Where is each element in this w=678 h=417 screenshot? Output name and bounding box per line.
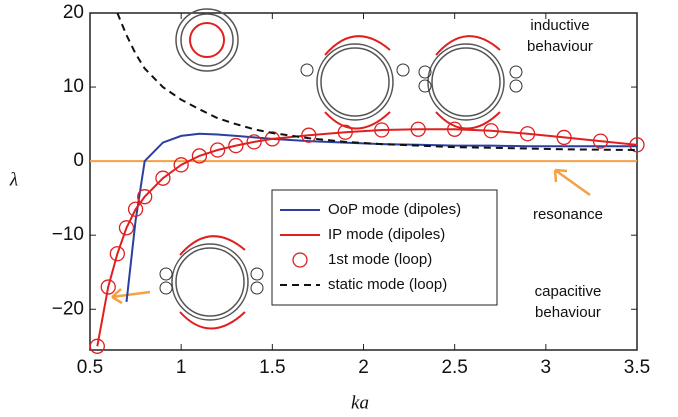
x-tick-label: 3 [541, 357, 552, 378]
ring [175, 8, 239, 72]
data-point [301, 127, 317, 143]
y-tick-label: −10 [52, 224, 84, 245]
current-arrow [189, 22, 225, 58]
current-arrow [324, 111, 391, 130]
y-tick-label: −20 [52, 298, 84, 319]
legend-label: OoP mode (dipoles) [328, 201, 461, 218]
charge-icon [250, 281, 264, 295]
data-point [410, 121, 426, 137]
data-point [137, 189, 153, 205]
ring [316, 43, 394, 121]
ring-illustrations [111, 8, 591, 330]
x-tick-label: 0.5 [77, 357, 103, 378]
data-point [118, 220, 135, 236]
data-point [629, 137, 645, 153]
current-arrow [179, 311, 246, 330]
annotation: capacitive [535, 283, 602, 300]
data-point [374, 122, 390, 138]
charge-icon [509, 79, 523, 93]
x-tick-label: 2.5 [441, 357, 467, 378]
annotation: behaviour [527, 38, 593, 55]
charge-icon [418, 65, 432, 79]
charge-icon [159, 267, 173, 281]
ring [320, 47, 390, 117]
annotation: behaviour [535, 304, 601, 321]
data-point [191, 148, 208, 164]
x-axis-label: ka [351, 392, 369, 413]
legend-label: IP mode (dipoles) [328, 226, 445, 243]
pointer-arrow [111, 288, 151, 305]
data-point [483, 123, 499, 139]
data-point [592, 133, 609, 149]
charge-icon [418, 79, 432, 93]
data-point [89, 338, 105, 354]
charge-icon [300, 63, 314, 77]
data-point [337, 124, 353, 140]
data-point [264, 131, 280, 147]
y-tick-label: 0 [73, 150, 84, 171]
data-point [209, 142, 226, 158]
annotation: resonance [533, 206, 603, 223]
data-point [127, 201, 144, 217]
current-arrow [179, 235, 246, 256]
data-point [447, 121, 463, 137]
ring [171, 243, 249, 321]
ring [431, 47, 501, 117]
current-arrow [435, 111, 501, 130]
data-point [173, 157, 189, 173]
y-axis-label: λ [9, 169, 18, 190]
data-point [519, 126, 536, 142]
charge-icon [159, 281, 173, 295]
legend-swatch [292, 252, 308, 268]
legend-label: static mode (loop) [328, 276, 447, 293]
charge-icon [250, 267, 264, 281]
current-arrow [435, 35, 501, 56]
data-point [100, 279, 116, 295]
legend-label: 1st mode (loop) [328, 251, 432, 268]
current-arrow [324, 35, 391, 56]
annotation: inductive [530, 17, 589, 34]
series-line [125, 132, 637, 303]
ring [427, 43, 505, 121]
x-tick-label: 2 [358, 357, 369, 378]
data-point [556, 129, 572, 146]
y-tick-label: 20 [63, 2, 84, 23]
data-point [246, 134, 262, 150]
ring [180, 13, 234, 67]
charge-icon [396, 63, 410, 77]
ring [175, 247, 245, 317]
pointer-arrow [553, 168, 591, 197]
x-tick-label: 1.5 [259, 357, 285, 378]
data-point [109, 246, 125, 262]
x-tick-label: 1 [176, 357, 187, 378]
y-tick-label: 10 [63, 76, 84, 97]
charge-icon [509, 65, 523, 79]
data-point [228, 137, 244, 154]
x-tick-label: 3.5 [624, 357, 650, 378]
data-point [155, 170, 171, 186]
series-line [116, 13, 637, 151]
